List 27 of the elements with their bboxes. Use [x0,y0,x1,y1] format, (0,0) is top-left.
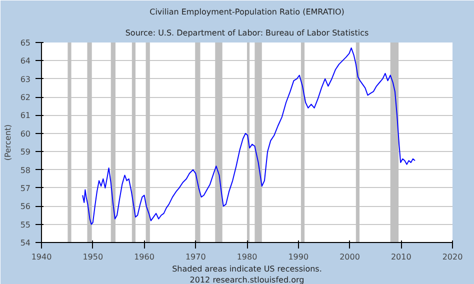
y-tick-label: 61 [20,111,31,120]
y-tick-label: 54 [20,238,31,248]
x-tick-label: 1970 [185,252,206,262]
chart-title: Civilian Employment-Population Ratio (EMRATIO) [150,8,344,16]
y-tick-label: 59 [20,148,31,157]
y-axis-title: (Percent) [3,124,12,161]
x-tick-label: 1940 [31,252,52,262]
text: Shaded areas indicate US recessions. [172,264,322,274]
x-tick-label: 1950 [82,252,104,262]
line-series [82,47,416,225]
y-tick-label: 57 [20,184,31,193]
x-tick-label: 2020 [442,252,463,262]
y-tick-label: 55 [20,220,31,230]
y-tick-label: 58 [20,166,31,175]
y-tick-label: 62 [20,93,31,102]
y-tick-label: 65 [20,38,31,48]
chart-subtitle: Source: U.S. Department of Labor: Bureau of Labor Statistics [125,28,369,38]
x-tick-label: 2010 [390,252,412,262]
x-tick-label: 1960 [134,252,154,262]
x-tick-label: 1980 [236,252,258,262]
x-tick-label: 1990 [288,252,309,262]
text: 2012 research.stlouisfed.org [190,276,304,284]
y-tick-label: 60 [20,129,31,138]
y-tick-label: 64 [20,56,31,66]
x-tick-label: 2000 [340,252,360,262]
y-tick-label: 63 [20,74,31,84]
y-tick-label: 56 [20,202,31,212]
